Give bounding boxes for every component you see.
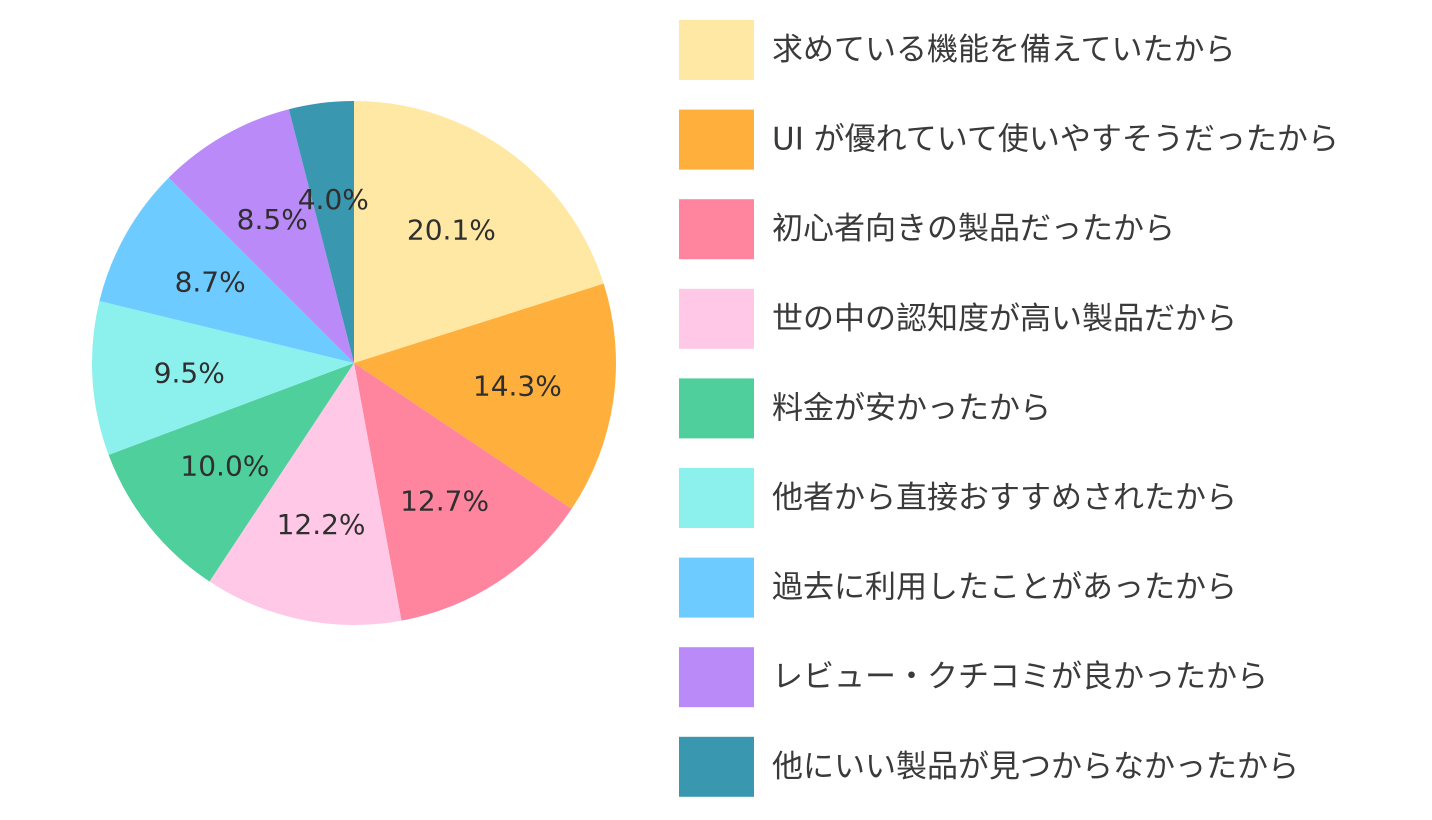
legend-swatch (679, 647, 754, 708)
slice-value-label: 12.2% (277, 508, 366, 541)
legend-swatch (679, 378, 754, 439)
legend-label: 求めている機能を備えていたから (772, 32, 1235, 68)
pie-slice (209, 363, 402, 625)
pie-slice (354, 283, 616, 509)
legend-label: 世の中の認知度が高い製品だから (772, 301, 1237, 337)
pie-slice-labels: 20.1% 14.3% 12.7% 12.2%10.0% 9.5% 8.7% 8.5%4.0… (154, 183, 562, 541)
legend-label: 初心者向きの製品だったから (772, 211, 1175, 247)
legend-label: 他者から直接おすすめされたから (772, 480, 1237, 516)
slice-value-label: 20.1% (407, 213, 496, 246)
pie-slices (91, 101, 616, 625)
legend: 求めている機能を備えていたから UI が優れていて使いやすそうだったから初心者向き… (679, 20, 1339, 797)
legend-label: 料金が安かったから (772, 390, 1051, 426)
pie-slice (288, 101, 354, 363)
pie-slice (354, 101, 604, 363)
legend-swatch (679, 109, 754, 170)
pie-slice (99, 177, 354, 363)
legend-swatch (679, 20, 754, 80)
slice-value-label: 8.7% (175, 266, 246, 299)
legend-swatch (679, 199, 754, 260)
legend-label: UI が優れていて使いやすそうだったから (772, 122, 1339, 158)
legend-swatch (679, 557, 754, 618)
legend-label: 他にいい製品が見つからなかったから (772, 749, 1299, 785)
legend-swatch (679, 468, 754, 528)
slice-value-label: 14.3% (473, 370, 562, 403)
slice-value-label: 10.0% (180, 449, 269, 482)
slice-value-label: 12.7% (400, 484, 489, 517)
legend-label: 過去に利用したことがあったから (772, 570, 1237, 606)
slice-value-label: 4.0% (298, 183, 369, 216)
legend-swatch (679, 288, 754, 349)
slice-value-label: 9.5% (154, 356, 225, 389)
pie-slice (354, 363, 572, 621)
pie-slice (91, 301, 354, 455)
legend-swatch (679, 736, 754, 797)
legend-label: レビュー・クチコミが良かったから (772, 659, 1268, 695)
slice-value-label: 8.5% (237, 203, 308, 236)
pie-slice (108, 363, 354, 582)
pie-slice (168, 109, 354, 364)
